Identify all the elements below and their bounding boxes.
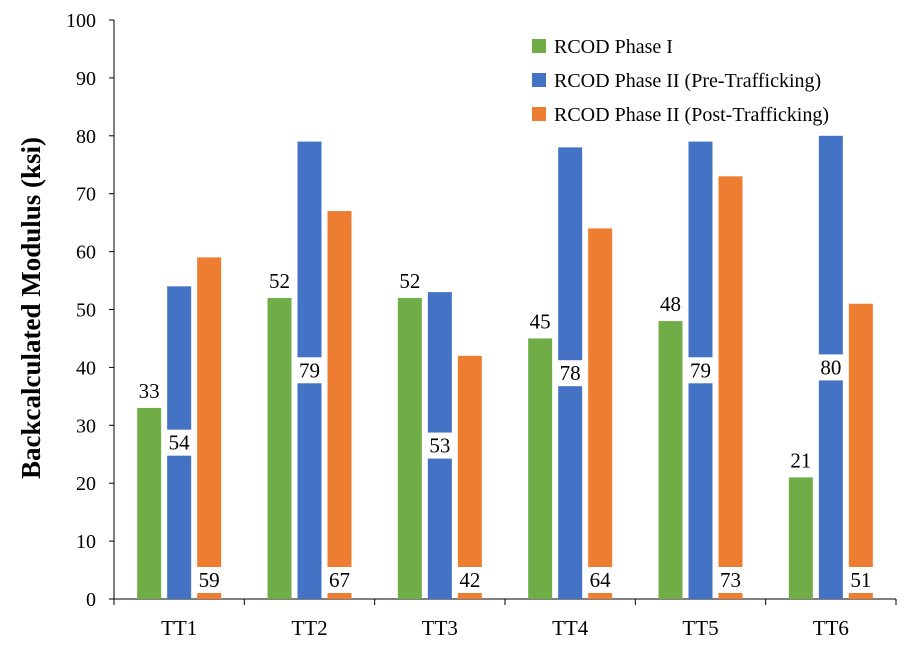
- legend-swatch: [532, 39, 546, 53]
- data-label-background: [422, 432, 457, 459]
- y-tick-label: 40: [76, 357, 96, 379]
- data-label: 53: [429, 434, 450, 458]
- data-label: 59: [199, 568, 220, 592]
- legend-label: RCOD Phase II (Pre-Trafficking): [554, 70, 821, 92]
- y-axis-title: Backcalculated Modulus (ksi): [16, 137, 46, 479]
- bars-group: [137, 135, 873, 600]
- y-tick-label: 90: [76, 68, 96, 90]
- bar-rcod-phase-ii-post-trafficking--tt5: [718, 176, 743, 599]
- y-tick-label: 10: [76, 531, 96, 553]
- legend-label: RCOD Phase I: [554, 36, 673, 58]
- data-label-background: [162, 429, 197, 456]
- y-tick-label: 60: [76, 242, 96, 264]
- data-label: 54: [169, 431, 191, 455]
- data-label-background: [553, 360, 588, 387]
- bar-rcod-phase-ii-post-trafficking--tt3: [457, 355, 482, 599]
- data-label-background: [683, 357, 718, 384]
- data-label: 21: [790, 448, 811, 472]
- data-label: 45: [530, 309, 551, 333]
- y-tick-label: 20: [76, 473, 96, 495]
- data-label: 64: [590, 568, 612, 592]
- bar-rcod-phase-i-tt2: [267, 297, 292, 599]
- legend-swatch: [532, 73, 546, 87]
- data-label: 52: [269, 269, 290, 293]
- y-tick-label: 0: [86, 589, 96, 611]
- x-category-label: TT5: [682, 616, 718, 640]
- bar-rcod-phase-ii-post-trafficking--tt1: [197, 257, 222, 599]
- data-label-background: [192, 567, 227, 593]
- bar-rcod-phase-ii-post-trafficking--tt2: [327, 211, 352, 599]
- y-tick-label: 50: [76, 300, 96, 322]
- x-category-label: TT1: [161, 616, 197, 640]
- x-category-label: TT4: [552, 616, 589, 640]
- axes: 0 10 20 30 40 50 60 70 80 90 100 TT1 TT2 TT3 TT4 TT5 TT6: [66, 10, 897, 640]
- data-label-background: [843, 567, 878, 593]
- data-label: 73: [720, 568, 741, 592]
- bar-rcod-phase-i-tt4: [528, 338, 553, 599]
- bar-rcod-phase-i-tt1: [137, 407, 162, 599]
- data-label: 51: [850, 568, 871, 592]
- y-tick-label: 100: [66, 10, 96, 32]
- legend-swatch: [532, 107, 546, 121]
- data-label-background: [583, 567, 618, 593]
- y-tick-label: 30: [76, 415, 96, 437]
- bar-rcod-phase-i-tt3: [397, 297, 422, 599]
- x-category-label: TT2: [291, 616, 327, 640]
- legend-label: RCOD Phase II (Post-Trafficking): [554, 104, 829, 126]
- data-label-background: [292, 357, 327, 384]
- data-label: 48: [660, 292, 681, 316]
- x-category-label: TT3: [422, 616, 458, 640]
- data-label: 79: [690, 358, 711, 382]
- data-label: 79: [299, 358, 320, 382]
- data-label: 33: [139, 379, 160, 403]
- data-label: 78: [560, 361, 581, 385]
- data-label-background: [322, 567, 357, 593]
- data-label: 42: [459, 568, 480, 592]
- y-tick-label: 80: [76, 126, 96, 148]
- data-label-background: [813, 354, 848, 381]
- data-label: 80: [820, 355, 841, 379]
- data-label-background: [713, 567, 748, 593]
- data-label-background: [452, 567, 487, 593]
- y-tick-label: 70: [76, 184, 96, 206]
- data-label: 67: [329, 568, 350, 592]
- data-labels-group: 33 52 52 45 48 21 54 79 53 78 79 80 59 67 42 64 73 51: [139, 269, 878, 593]
- bar-rcod-phase-ii-post-trafficking--tt6: [848, 303, 873, 599]
- bar-rcod-phase-i-tt5: [658, 321, 683, 599]
- x-category-label: TT6: [813, 616, 849, 640]
- bar-rcod-phase-i-tt6: [788, 477, 813, 599]
- data-label: 52: [399, 269, 420, 293]
- legend: RCOD Phase I RCOD Phase II (Pre-Trafficki…: [532, 36, 829, 126]
- bar-rcod-phase-ii-post-trafficking--tt4: [588, 228, 613, 599]
